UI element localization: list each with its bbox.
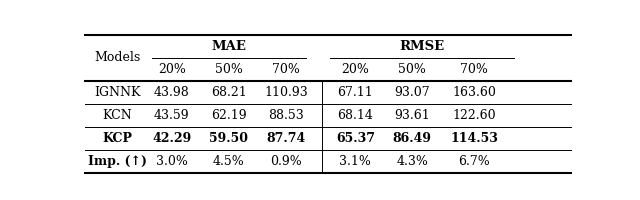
Text: 3.0%: 3.0%: [156, 155, 188, 168]
Text: 67.11: 67.11: [337, 86, 373, 99]
Text: 110.93: 110.93: [264, 86, 308, 99]
Text: IGNNK: IGNNK: [94, 86, 140, 99]
Text: 163.60: 163.60: [452, 86, 496, 99]
Text: 87.74: 87.74: [266, 132, 305, 145]
Text: 70%: 70%: [272, 63, 300, 76]
Text: KCP: KCP: [102, 132, 132, 145]
Text: 43.98: 43.98: [154, 86, 189, 99]
Text: 86.49: 86.49: [393, 132, 432, 145]
Text: 93.61: 93.61: [394, 109, 430, 122]
Text: 65.37: 65.37: [336, 132, 375, 145]
Text: 122.60: 122.60: [452, 109, 496, 122]
Text: 88.53: 88.53: [268, 109, 304, 122]
Text: 62.19: 62.19: [211, 109, 246, 122]
Text: Imp. (↑): Imp. (↑): [88, 155, 147, 168]
Text: KCN: KCN: [102, 109, 132, 122]
Text: 20%: 20%: [158, 63, 186, 76]
Text: 50%: 50%: [398, 63, 426, 76]
Text: RMSE: RMSE: [399, 40, 445, 53]
Text: MAE: MAE: [211, 40, 246, 53]
Text: 6.7%: 6.7%: [458, 155, 490, 168]
Text: 4.5%: 4.5%: [213, 155, 244, 168]
Text: Models: Models: [94, 51, 140, 64]
Text: 4.3%: 4.3%: [396, 155, 428, 168]
Text: 68.21: 68.21: [211, 86, 246, 99]
Text: 70%: 70%: [460, 63, 488, 76]
Text: 68.14: 68.14: [337, 109, 373, 122]
Text: 114.53: 114.53: [451, 132, 499, 145]
Text: 20%: 20%: [341, 63, 369, 76]
Text: 0.9%: 0.9%: [270, 155, 301, 168]
Text: 93.07: 93.07: [394, 86, 430, 99]
Text: 59.50: 59.50: [209, 132, 248, 145]
Text: 42.29: 42.29: [152, 132, 191, 145]
Text: 43.59: 43.59: [154, 109, 189, 122]
Text: 50%: 50%: [215, 63, 243, 76]
Text: 3.1%: 3.1%: [339, 155, 371, 168]
